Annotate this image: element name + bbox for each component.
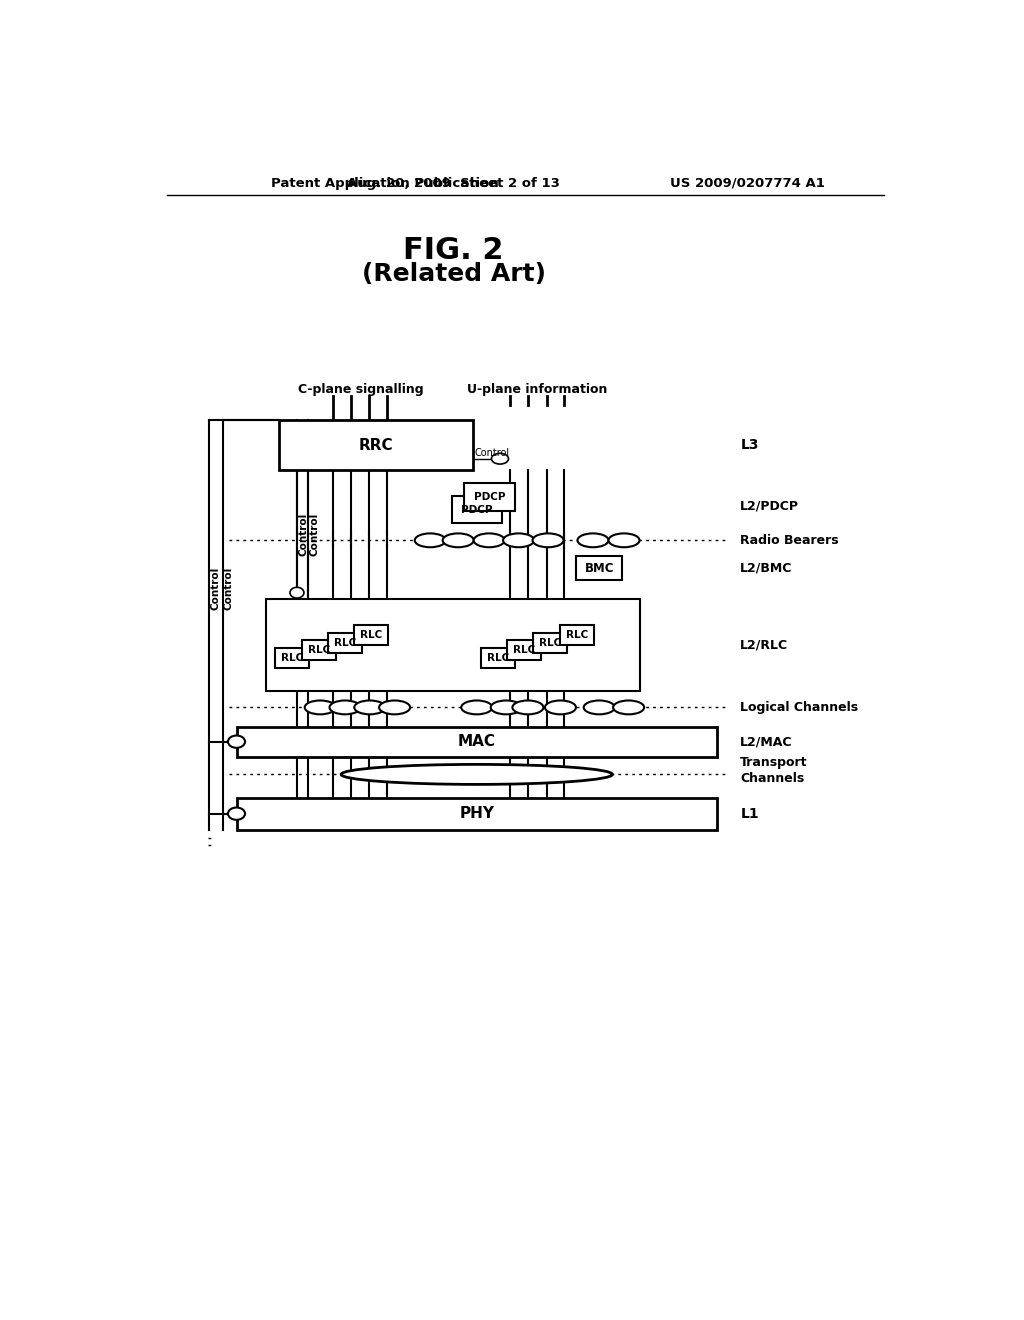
Text: Control: Control <box>211 566 220 610</box>
Text: Aug. 20, 2009  Sheet 2 of 13: Aug. 20, 2009 Sheet 2 of 13 <box>347 177 560 190</box>
Bar <box>575 557 623 579</box>
Ellipse shape <box>492 453 509 465</box>
Ellipse shape <box>305 701 336 714</box>
Text: Radio Bearers: Radio Bearers <box>740 533 839 546</box>
Bar <box>237 797 717 830</box>
Text: U-plane information: U-plane information <box>467 383 607 396</box>
Text: FIG. 2: FIG. 2 <box>403 236 504 265</box>
Text: L2/PDCP: L2/PDCP <box>740 500 800 513</box>
Bar <box>280 420 473 470</box>
Text: PHY: PHY <box>459 807 495 821</box>
Text: RLC: RLC <box>540 638 561 648</box>
Text: RLC: RLC <box>307 645 330 656</box>
Ellipse shape <box>545 701 575 714</box>
Bar <box>464 483 515 511</box>
Ellipse shape <box>474 533 505 548</box>
Ellipse shape <box>330 701 360 714</box>
Bar <box>507 640 541 660</box>
Text: RLC: RLC <box>565 630 588 640</box>
Text: L1: L1 <box>740 807 759 821</box>
Ellipse shape <box>578 533 608 548</box>
Text: PDCP: PDCP <box>462 504 493 515</box>
Ellipse shape <box>379 701 410 714</box>
Text: RLC: RLC <box>334 638 356 648</box>
Text: Control: Control <box>224 566 233 610</box>
Text: US 2009/0207774 A1: US 2009/0207774 A1 <box>671 177 825 190</box>
Text: L2/BMC: L2/BMC <box>740 561 793 574</box>
Ellipse shape <box>354 701 385 714</box>
Text: Transport
Channels: Transport Channels <box>740 756 808 785</box>
Bar <box>480 648 515 668</box>
Text: (Related Art): (Related Art) <box>361 261 546 286</box>
Text: RRC: RRC <box>358 438 393 453</box>
Ellipse shape <box>415 533 445 548</box>
Text: BMC: BMC <box>585 561 614 574</box>
Text: PDCP: PDCP <box>474 492 505 502</box>
Ellipse shape <box>503 533 535 548</box>
Text: Control: Control <box>298 513 308 556</box>
Ellipse shape <box>584 701 614 714</box>
Bar <box>560 626 594 645</box>
Bar <box>354 626 388 645</box>
Ellipse shape <box>608 533 640 548</box>
Text: Patent Application Publication: Patent Application Publication <box>271 177 499 190</box>
Bar <box>266 599 640 692</box>
Text: RLC: RLC <box>360 630 383 640</box>
Ellipse shape <box>228 735 245 748</box>
Text: L2/MAC: L2/MAC <box>740 735 793 748</box>
Ellipse shape <box>532 533 563 548</box>
Bar <box>275 648 309 668</box>
Ellipse shape <box>613 701 644 714</box>
Ellipse shape <box>490 701 521 714</box>
Ellipse shape <box>341 764 612 784</box>
Ellipse shape <box>442 533 474 548</box>
Text: RLC: RLC <box>513 645 536 656</box>
Text: MAC: MAC <box>458 734 496 750</box>
Bar <box>328 632 362 653</box>
Text: Control: Control <box>474 447 510 458</box>
Bar <box>302 640 336 660</box>
Text: C-plane signalling: C-plane signalling <box>298 383 423 396</box>
Ellipse shape <box>461 701 493 714</box>
Text: Logical Channels: Logical Channels <box>740 701 858 714</box>
Ellipse shape <box>290 587 304 598</box>
Text: RLC: RLC <box>486 653 509 663</box>
Bar <box>452 496 503 524</box>
Ellipse shape <box>228 808 245 820</box>
Text: RLC: RLC <box>282 653 303 663</box>
Bar <box>237 726 717 756</box>
Text: L2/RLC: L2/RLC <box>740 639 788 652</box>
Text: Control: Control <box>309 513 319 556</box>
Bar <box>534 632 567 653</box>
Text: L3: L3 <box>740 438 759 453</box>
Ellipse shape <box>512 701 544 714</box>
